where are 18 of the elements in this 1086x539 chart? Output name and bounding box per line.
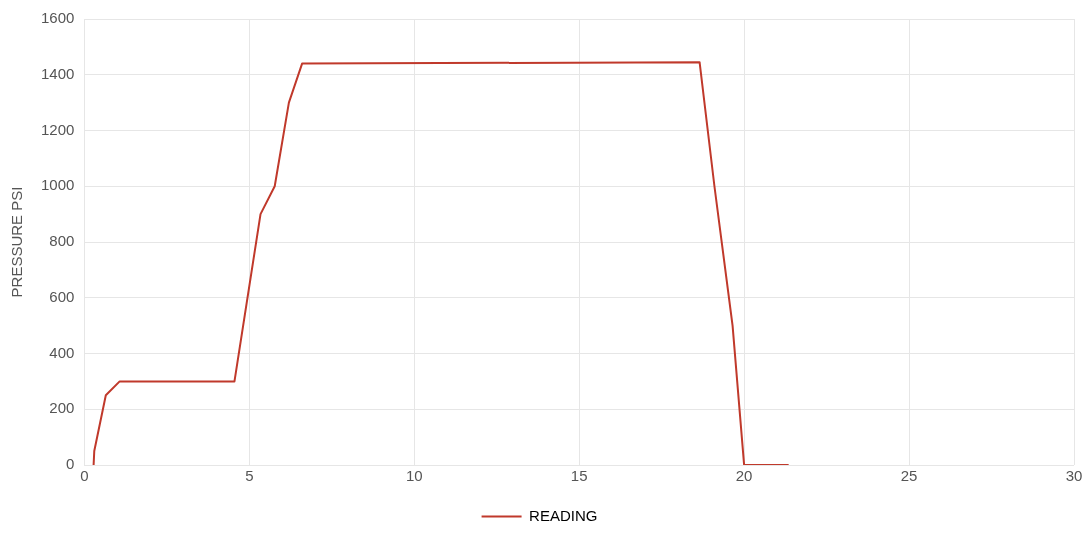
y-tick-label: 400 — [49, 343, 75, 361]
x-tick-label: 25 — [900, 467, 918, 485]
legend-label: READING — [529, 506, 598, 524]
x-tick-label: 30 — [1065, 467, 1083, 485]
x-tick-label: 10 — [405, 467, 423, 485]
y-tick-label: 800 — [49, 232, 75, 250]
y-tick-label: 1600 — [40, 9, 75, 27]
x-tick-label: 15 — [570, 467, 588, 485]
x-tick-label: 0 — [80, 467, 89, 485]
y-tick-label: 1200 — [40, 120, 75, 138]
y-tick-label: 1400 — [40, 64, 75, 82]
y-tick-label: 1000 — [40, 176, 75, 194]
y-tick-label: 200 — [49, 399, 75, 417]
x-tick-label: 5 — [245, 467, 254, 485]
x-tick-label: 20 — [735, 467, 753, 485]
y-axis-title: PRESSURE PSI — [8, 186, 26, 298]
y-tick-label: 0 — [66, 455, 75, 473]
y-tick-label: 600 — [49, 287, 75, 305]
